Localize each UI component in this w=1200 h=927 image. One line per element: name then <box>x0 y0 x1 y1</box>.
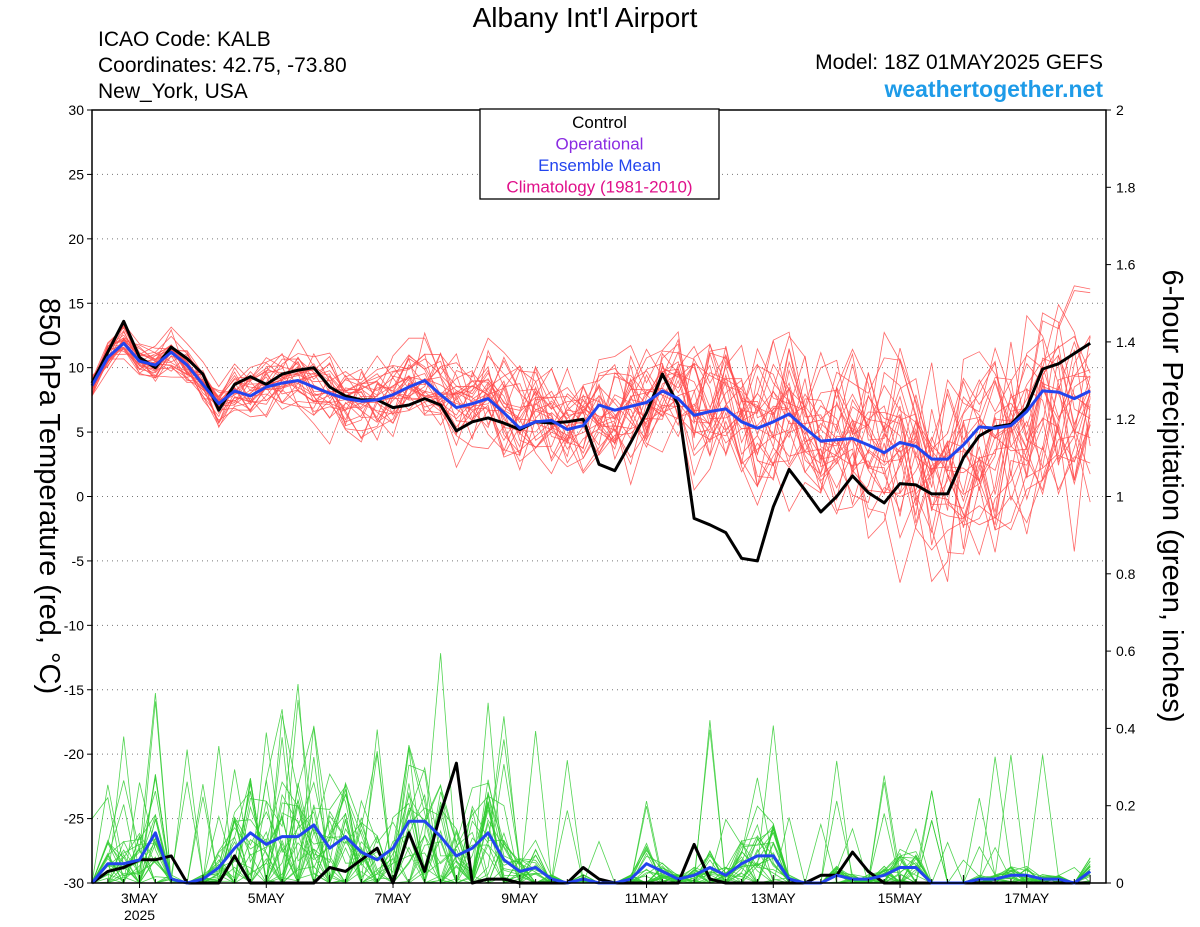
left-tick-label: -5 <box>72 553 85 569</box>
left-tick-label: -10 <box>64 617 84 633</box>
temperature-control-line <box>90 319 1092 563</box>
plot-frame <box>91 109 1107 884</box>
legend-entry: Control <box>572 113 627 132</box>
right-tick-label: 1.6 <box>1116 257 1136 273</box>
x-tick-label: 7MAY <box>374 890 412 906</box>
grid-lines <box>92 173 1106 820</box>
left-tick-label: -30 <box>64 875 84 891</box>
x-tick-label: 13MAY <box>751 890 797 906</box>
temperature-member-line <box>91 346 1091 458</box>
left-tick-label: -15 <box>64 682 84 698</box>
x-tick-label: 11MAY <box>625 890 669 906</box>
right-tick-label: 1.2 <box>1116 411 1136 427</box>
icao-code: ICAO Code: KALB <box>98 28 271 51</box>
x-tick-label: 9MAY <box>501 890 539 906</box>
left-tick-label: 25 <box>68 166 84 182</box>
left-tick-label: 30 <box>68 102 84 118</box>
legend-entry: Climatology (1981-2010) <box>506 178 692 197</box>
precip-member-line <box>91 731 1091 885</box>
left-tick-label: -20 <box>64 746 84 762</box>
temperature-member-line <box>91 314 1091 534</box>
coordinates: Coordinates: 42.75, -73.80 <box>98 54 347 77</box>
right-tick-label: 0.4 <box>1116 720 1136 736</box>
axes: -30-25-20-15-10-505101520253000.20.40.60… <box>64 102 1136 923</box>
right-tick-label: 0.8 <box>1116 566 1136 582</box>
model-run: Model: 18Z 01MAY2025 GEFS <box>815 51 1103 74</box>
right-tick-label: 0 <box>1116 875 1124 891</box>
x-year-label: 2025 <box>124 907 155 923</box>
temperature-member-line <box>91 285 1091 555</box>
website-link[interactable]: weathertogether.net <box>884 76 1103 102</box>
right-tick-label: 2 <box>1116 102 1124 118</box>
chart-title: Albany Int'l Airport <box>472 2 698 33</box>
x-tick-label: 5MAY <box>248 890 286 906</box>
right-tick-label: 0.6 <box>1116 643 1136 659</box>
left-tick-label: 0 <box>76 489 84 505</box>
left-tick-label: 10 <box>68 360 84 376</box>
x-tick-label: 17MAY <box>1004 890 1050 906</box>
legend-entry: Operational <box>556 135 644 154</box>
precip-member-line <box>91 709 1091 884</box>
right-tick-label: 1.8 <box>1116 179 1136 195</box>
left-tick-label: -25 <box>64 811 84 827</box>
left-tick-label: 20 <box>68 231 84 247</box>
left-axis-label: 850 hPa Temperature (red, °C) <box>33 298 65 694</box>
temperature-member-line <box>91 312 1091 509</box>
legend-box <box>479 108 720 200</box>
right-axis-label: 6-hour Precipitation (green, inches) <box>1156 270 1188 723</box>
right-tick-label: 0.2 <box>1116 798 1136 814</box>
precip-control-line <box>91 761 1091 885</box>
temperature-member-line <box>91 326 1091 516</box>
left-tick-label: 15 <box>68 295 84 311</box>
x-tick-label: 15MAY <box>878 890 924 906</box>
legend: Control Operational Ensemble Mean Climatolo… <box>479 108 720 200</box>
right-tick-label: 1.4 <box>1116 334 1136 350</box>
temperature-member-line <box>91 337 1091 496</box>
precip-mean-line <box>90 819 1092 885</box>
precip-member-line <box>92 725 1091 884</box>
temperature-member-line <box>91 334 1091 525</box>
temperature-mean-line <box>90 341 1091 461</box>
temperature-member-line <box>91 326 1091 513</box>
temperature-member-line <box>91 343 1091 531</box>
temperature-member-line <box>91 347 1091 531</box>
location: New_York, USA <box>98 80 248 103</box>
x-tick-label: 3MAY <box>121 890 159 906</box>
legend-entry: Ensemble Mean <box>538 156 661 175</box>
precip-member-line <box>91 683 1091 884</box>
temperature-member-line <box>91 322 1091 472</box>
ensemble-members <box>91 285 1091 885</box>
left-tick-label: 5 <box>76 424 84 440</box>
right-tick-label: 1 <box>1116 489 1124 505</box>
